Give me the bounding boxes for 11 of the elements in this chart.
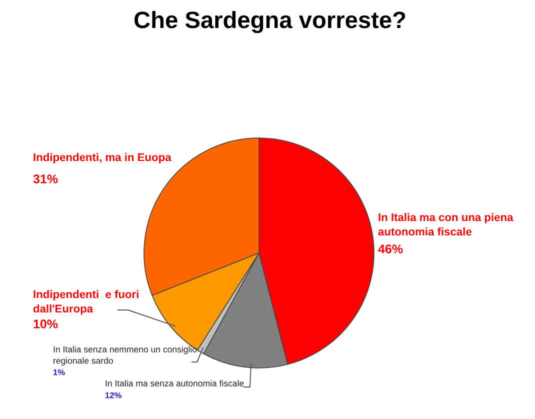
data-label: 10% [34,320,58,328]
data-label: 46% [378,244,403,254]
slice-label: In Italia ma con una piena autonomia fiscale [378,213,514,236]
slice-label: Indipendenti, ma in Euopa [34,153,172,164]
data-label: 12% [106,392,122,398]
data-label: 31% [33,174,58,184]
slice-label: Indipendenti e fuori dall'Europa [33,290,138,315]
chart-title: Che Sardegna vorreste? [134,10,406,34]
data-label: 1% [54,369,65,376]
slice-label: In Italia senza nemmeno un consiglio regionale sardo [54,346,197,366]
slice-label: In Italia ma senza autonomia fiscale [106,380,244,386]
